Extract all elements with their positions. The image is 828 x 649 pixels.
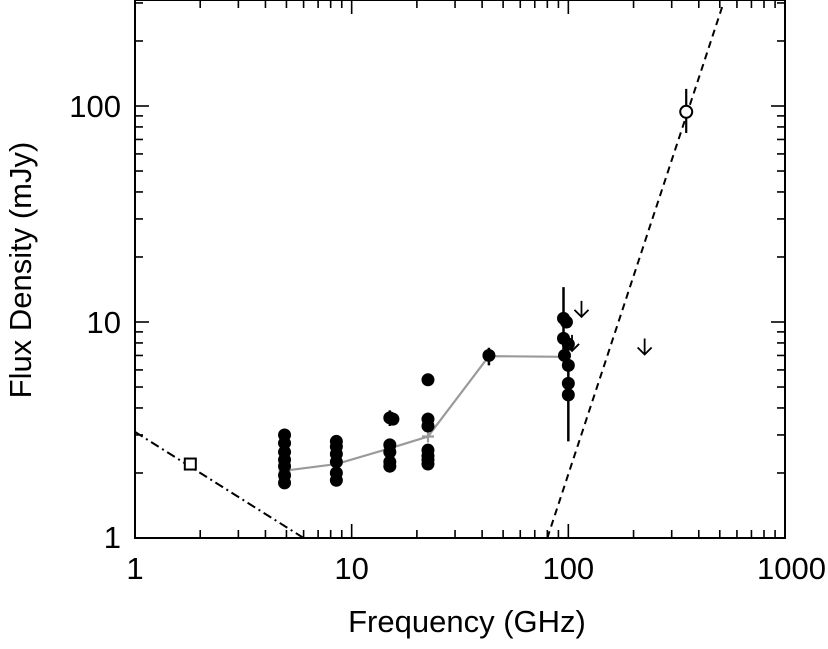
- data-point: [421, 419, 435, 433]
- axis-ticks: [135, 0, 785, 538]
- x-tick-label: 100: [542, 551, 594, 586]
- data-points-layer: [183, 88, 694, 490]
- data-point: [559, 315, 573, 329]
- dashed-model-line: [546, 2, 725, 538]
- open-circle-point: [679, 104, 694, 119]
- data-point: [421, 373, 435, 387]
- model-lines: [135, 2, 725, 538]
- data-point: [278, 476, 292, 490]
- upper-limit-arrow: [573, 300, 590, 319]
- y-tick-label: 1: [104, 520, 121, 555]
- y-tick-label: 10: [87, 305, 121, 340]
- dash-dot-model-line: [135, 431, 305, 538]
- data-point: [278, 436, 292, 450]
- x-axis-label: Frequency (GHz): [348, 604, 586, 639]
- mean-spectrum-line: [284, 355, 564, 472]
- data-point: [561, 388, 575, 402]
- x-tick-labels: 1 10 100 1000: [126, 551, 826, 586]
- upper-limit-arrow: [637, 338, 653, 356]
- x-tick-label: 10: [334, 551, 368, 586]
- mean-point-marker: [421, 430, 434, 443]
- data-point: [278, 459, 292, 473]
- data-point: [383, 459, 397, 473]
- y-tick-label: 100: [69, 89, 121, 124]
- open-square-point: [183, 457, 197, 471]
- x-tick-label: 1: [126, 551, 143, 586]
- upper-limit-arrow: [564, 334, 580, 353]
- data-point: [383, 445, 397, 459]
- data-point: [421, 457, 435, 471]
- data-point: [329, 473, 343, 487]
- data-point: [557, 348, 571, 362]
- x-tick-label: 1000: [757, 551, 826, 586]
- y-axis-label: Flux Density (mJy): [3, 142, 38, 399]
- y-tick-labels: 1 10 100: [69, 89, 121, 555]
- data-point: [329, 455, 343, 469]
- data-point: [482, 348, 496, 362]
- plot-frame: [134, 0, 786, 539]
- data-point: [386, 412, 400, 426]
